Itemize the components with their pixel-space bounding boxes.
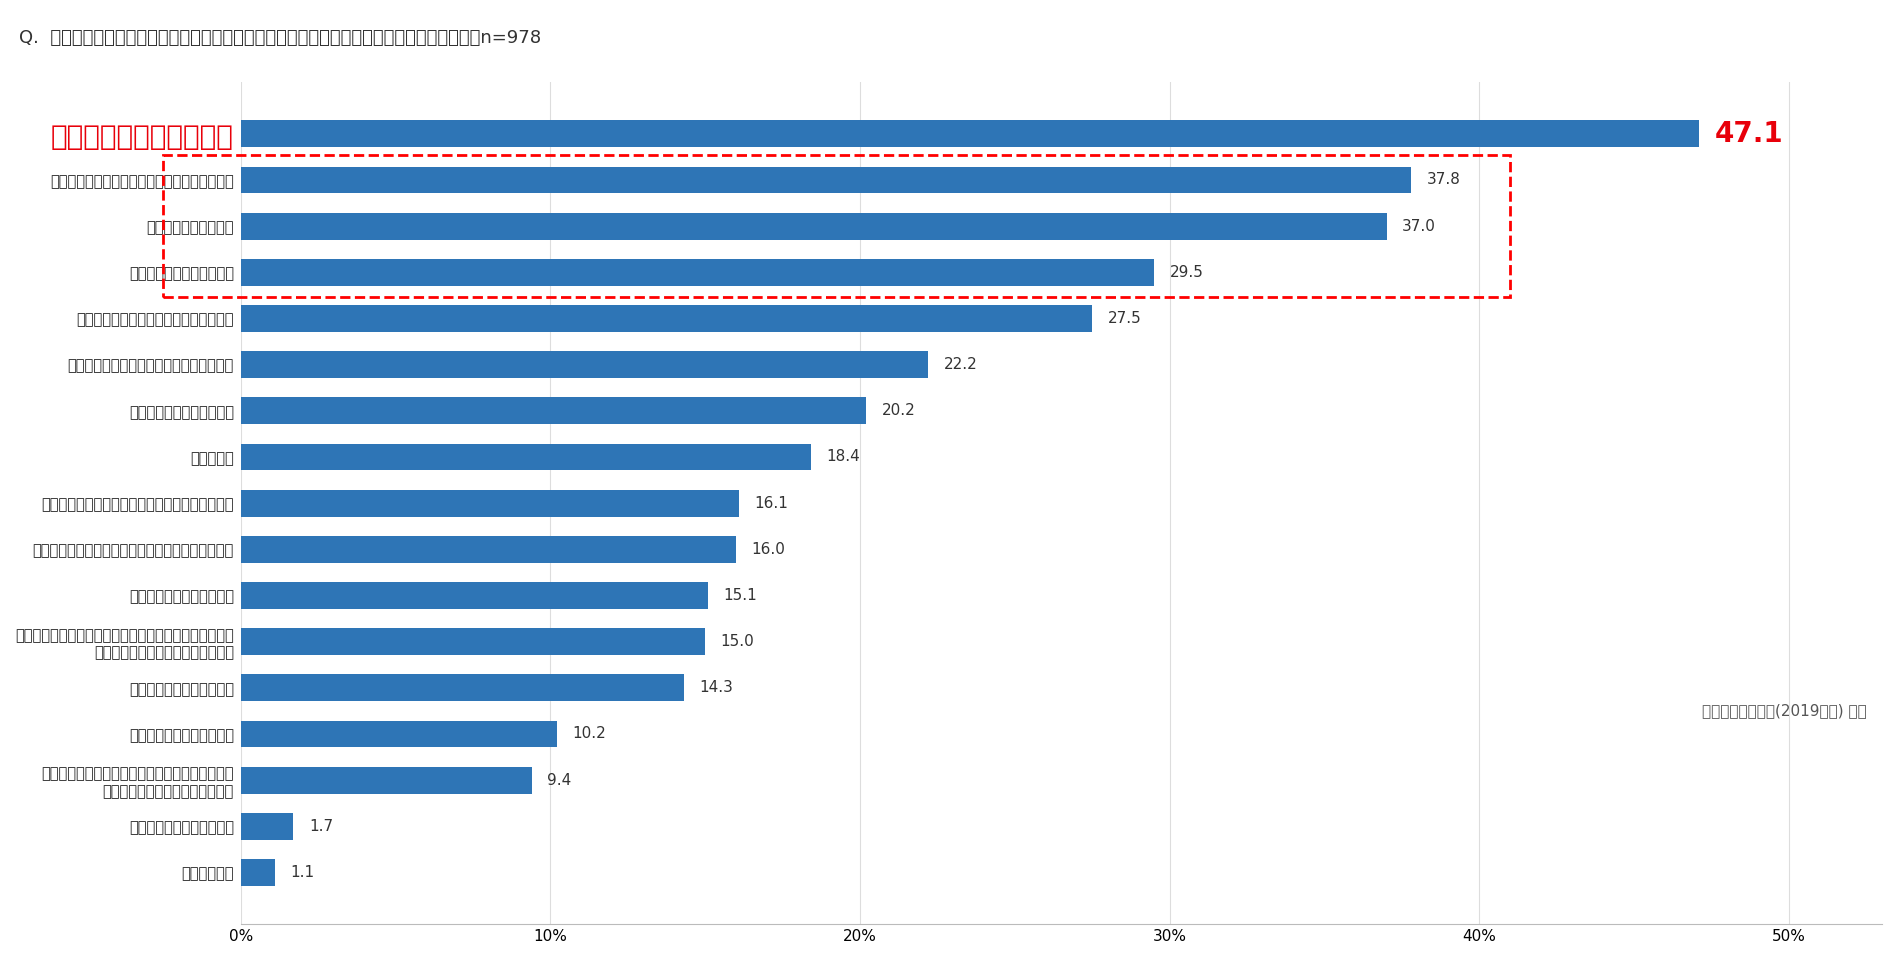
Bar xyxy=(241,582,708,609)
Bar xyxy=(241,767,531,793)
Text: 16.1: 16.1 xyxy=(755,496,789,510)
Text: 14.3: 14.3 xyxy=(698,680,732,695)
Text: 15.0: 15.0 xyxy=(721,634,755,649)
Text: 就職プロセス調査(2019年卒) より: 就職プロセス調査(2019年卒) より xyxy=(1702,703,1867,718)
Text: 37.0: 37.0 xyxy=(1402,219,1436,234)
Bar xyxy=(241,859,275,886)
Bar xyxy=(241,720,556,747)
Bar xyxy=(241,121,1700,147)
Text: 29.5: 29.5 xyxy=(1170,265,1203,280)
Bar xyxy=(241,444,810,470)
Bar xyxy=(241,397,867,424)
Text: 15.1: 15.1 xyxy=(725,588,757,603)
Text: 18.4: 18.4 xyxy=(825,450,859,464)
Bar xyxy=(241,259,1153,286)
Text: 9.4: 9.4 xyxy=(546,773,571,787)
Text: 16.0: 16.0 xyxy=(751,542,785,557)
Bar xyxy=(241,305,1093,332)
Bar xyxy=(241,813,294,840)
Text: 10.2: 10.2 xyxy=(573,727,605,741)
Bar xyxy=(241,351,928,378)
Text: Q.  就職先を確定する際に、決め手になった項目をすべて教えてください。（複数選択）　　n=978: Q. 就職先を確定する際に、決め手になった項目をすべて教えてください。（複数選択… xyxy=(19,29,541,47)
Text: 27.5: 27.5 xyxy=(1108,311,1142,326)
Bar xyxy=(241,213,1387,240)
Text: 22.2: 22.2 xyxy=(943,357,977,372)
Text: 47.1: 47.1 xyxy=(1715,120,1783,148)
Bar xyxy=(241,628,706,655)
Bar xyxy=(241,536,736,563)
Text: 37.8: 37.8 xyxy=(1427,173,1461,187)
Text: 1.7: 1.7 xyxy=(309,819,334,833)
Text: 1.1: 1.1 xyxy=(290,865,315,880)
Bar xyxy=(241,674,683,701)
Bar xyxy=(241,167,1411,194)
Text: 20.2: 20.2 xyxy=(882,404,916,418)
Bar xyxy=(241,490,740,517)
